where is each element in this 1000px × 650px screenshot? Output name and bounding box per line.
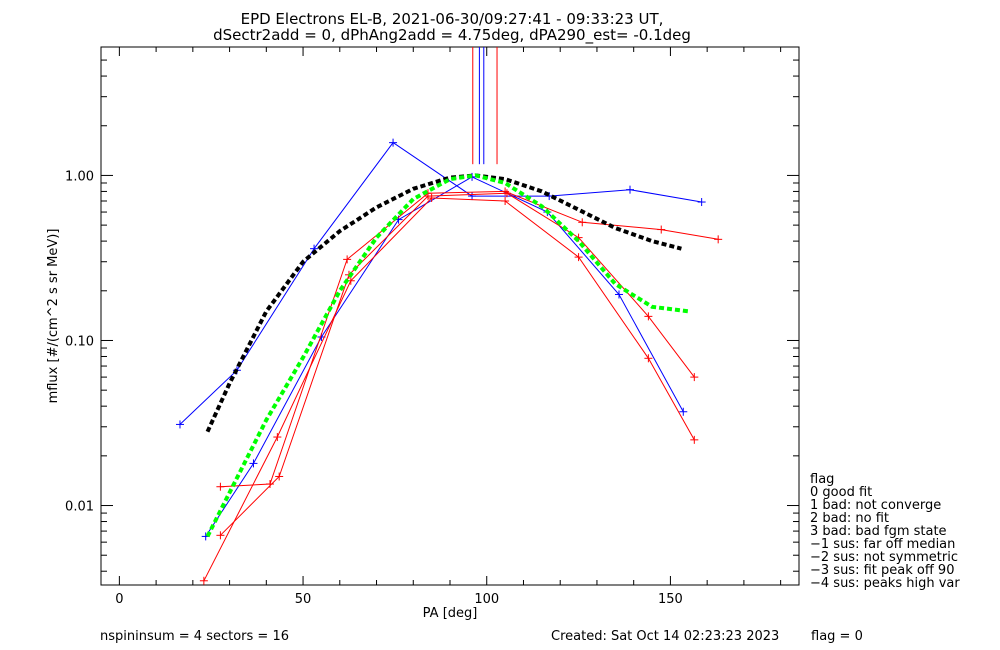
data-point xyxy=(216,531,225,540)
x-axis-label: PA [deg] xyxy=(423,606,478,621)
legend-item: 2 bad: no fit xyxy=(810,511,889,526)
fit-curve-green xyxy=(205,173,690,538)
legend: flag 0 good fit 1 bad: not converge 2 ba… xyxy=(810,472,960,591)
chart-title: EPD Electrons EL-B, 2021-06-30/09:27:41 … xyxy=(241,10,664,28)
data-point xyxy=(389,138,398,147)
legend-title: flag xyxy=(810,472,834,487)
data-point xyxy=(502,189,511,198)
series-line xyxy=(179,141,702,425)
data-point xyxy=(578,218,587,227)
data-point xyxy=(714,235,723,244)
legend-item: −3 sus: fit peak off 90 xyxy=(810,563,954,578)
y-tick-label: 1.00 xyxy=(65,169,94,184)
series-line xyxy=(205,176,684,537)
x-tick-label: 50 xyxy=(295,592,312,607)
data-point xyxy=(273,433,282,442)
data-point xyxy=(614,290,623,299)
x-axis: 0 50 100 150 xyxy=(115,47,782,607)
y-tick-label: 0.10 xyxy=(65,334,94,349)
data-point xyxy=(423,192,432,201)
legend-item: 0 good fit xyxy=(810,485,872,500)
data-point xyxy=(501,196,510,205)
legend-item: −1 sus: far off median xyxy=(810,537,955,552)
legend-item: 1 bad: not converge xyxy=(810,498,941,513)
legend-item: −2 sus: not symmetric xyxy=(810,550,958,565)
data-point xyxy=(690,435,699,444)
series-line xyxy=(220,192,695,536)
legend-item: −4 sus: peaks high var xyxy=(810,576,960,591)
x-tick-label: 100 xyxy=(474,592,499,607)
footer-settings: nspininsum = 4 sectors = 16 xyxy=(100,629,289,644)
series-layer xyxy=(175,138,723,585)
x-tick-label: 0 xyxy=(115,592,123,607)
y-axis-label: mflux [#/(cm^2 s sr MeV)] xyxy=(46,229,61,404)
y-axis: 0.01 0.10 1.00 xyxy=(65,46,799,572)
data-point xyxy=(626,185,635,194)
series-line xyxy=(220,190,719,488)
data-point xyxy=(690,373,699,382)
data-point xyxy=(644,312,653,321)
peak-markers xyxy=(472,47,498,165)
x-tick-label: 150 xyxy=(658,592,683,607)
data-point xyxy=(657,225,666,234)
data-point xyxy=(175,420,184,429)
footer-created: Created: Sat Oct 14 02:23:23 2023 xyxy=(551,629,779,644)
data-point xyxy=(644,354,653,363)
y-tick-label: 0.01 xyxy=(65,500,94,515)
data-point xyxy=(574,253,583,262)
plot-area xyxy=(100,46,800,586)
legend-item: 3 bad: bad fgm state xyxy=(810,524,947,539)
data-point xyxy=(199,576,208,585)
data-point xyxy=(427,193,436,202)
data-point xyxy=(275,472,284,481)
data-point xyxy=(679,407,688,416)
data-point xyxy=(216,482,225,491)
data-point xyxy=(343,255,352,264)
data-point xyxy=(265,480,274,489)
data-point xyxy=(501,187,510,196)
fit-curve-black xyxy=(205,173,682,433)
footer-flag: flag = 0 xyxy=(811,629,863,644)
chart-subtitle: dSectr2add = 0, dPhAng2add = 4.75deg, dP… xyxy=(213,26,691,45)
data-point xyxy=(697,198,706,207)
data-point xyxy=(468,192,477,201)
data-point xyxy=(249,459,258,468)
series-line xyxy=(203,197,695,582)
